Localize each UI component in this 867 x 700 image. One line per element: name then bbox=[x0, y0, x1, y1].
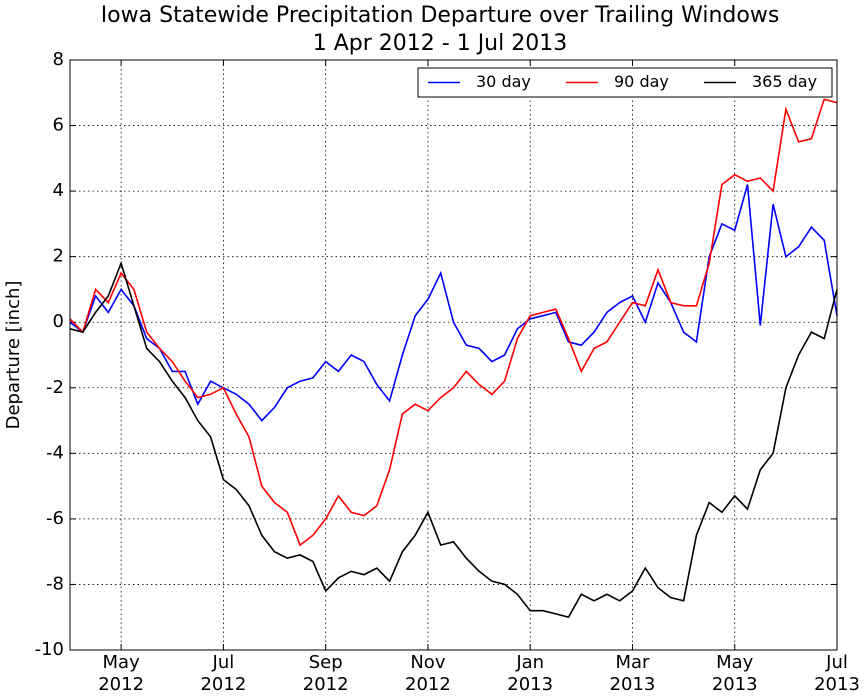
data-line bbox=[69, 184, 838, 422]
y-tick-label: 0 bbox=[53, 311, 64, 332]
y-tick-label: 8 bbox=[53, 49, 64, 70]
y-tick-label: -10 bbox=[35, 639, 64, 660]
x-tick-label: May 2013 bbox=[711, 652, 758, 695]
x-tick-label: Mar 2013 bbox=[609, 652, 656, 695]
x-tick-label: Jan 2013 bbox=[507, 652, 554, 695]
y-tick-label: -8 bbox=[46, 573, 64, 594]
chart-title: Iowa Statewide Precipitation Departure o… bbox=[101, 3, 780, 28]
legend-box bbox=[417, 67, 833, 98]
x-tick-label: Jul 2013 bbox=[814, 652, 860, 695]
data-line bbox=[69, 98, 838, 547]
plot-frame bbox=[69, 59, 838, 651]
x-tick-label: Nov 2012 bbox=[405, 652, 451, 695]
x-tick-label: Sep 2012 bbox=[302, 652, 349, 695]
data-line bbox=[69, 260, 838, 619]
legend: 30 day 90 day 365 day bbox=[417, 67, 833, 98]
y-tick-label: -4 bbox=[46, 442, 64, 463]
y-tick-label: 4 bbox=[53, 180, 64, 201]
y-tick-label: 2 bbox=[53, 246, 64, 267]
legend-label: 365 day bbox=[752, 72, 817, 91]
y-tick-label: -2 bbox=[46, 377, 64, 398]
chart-subtitle: 1 Apr 2012 - 1 Jul 2013 bbox=[313, 31, 567, 56]
y-tick-label: 6 bbox=[53, 115, 64, 136]
legend-label: 90 day bbox=[614, 72, 669, 91]
y-axis-label: Departure [inch] bbox=[3, 281, 24, 430]
y-tick-label: -6 bbox=[46, 508, 64, 529]
legend-label: 30 day bbox=[476, 72, 531, 91]
x-tick-label: May 2012 bbox=[98, 652, 145, 695]
x-tick-label: Jul 2012 bbox=[200, 652, 247, 695]
